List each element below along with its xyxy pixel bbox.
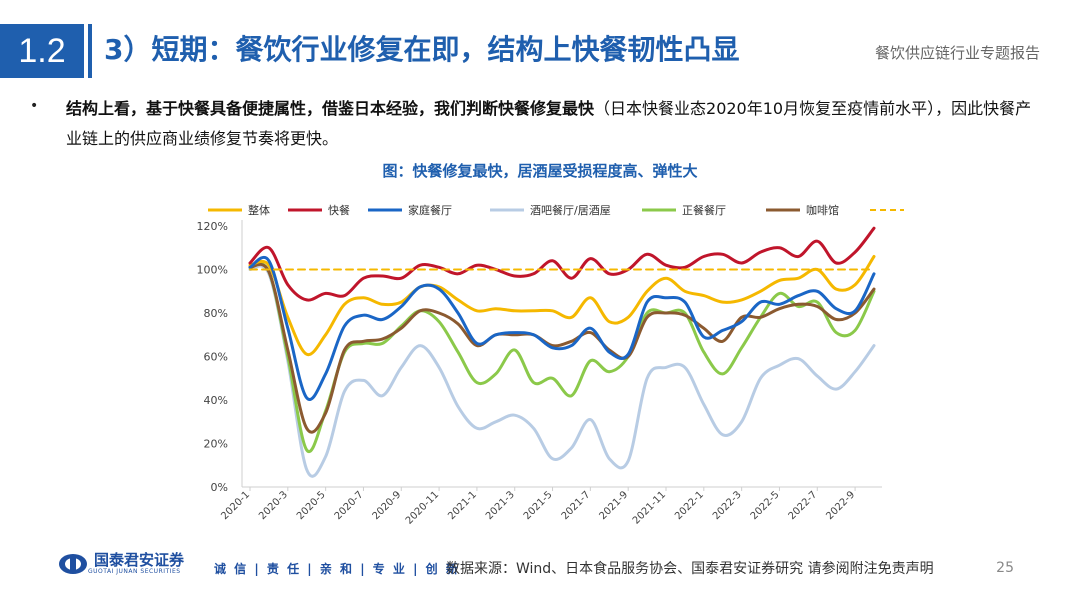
x-tick-label: 2021-3 [484, 489, 517, 522]
y-tick-label: 120% [197, 220, 228, 233]
y-tick-label: 20% [204, 438, 228, 451]
x-tick-label: 2020-11 [404, 489, 441, 526]
logo-en: GUOTAI JUNAN SECURITIES [88, 568, 181, 575]
section-number-badge: 1.2 [0, 24, 84, 78]
logo-icon [58, 553, 88, 575]
legend-label: 酒吧餐厅/居酒屋 [530, 203, 611, 217]
y-tick-label: 40% [204, 394, 228, 407]
legend-label: 正餐餐厅 [682, 203, 726, 217]
series-line-0 [248, 255, 876, 357]
legend-label: 家庭餐厅 [408, 203, 452, 217]
page-title: 3）短期：餐饮行业修复在即，结构上快餐韧性凸显 [104, 33, 740, 66]
x-tick-label: 2021-1 [446, 489, 479, 522]
series-line-2 [248, 255, 876, 401]
logo-cn: 国泰君安证券 [94, 551, 185, 569]
x-tick-label: 2020-1 [219, 489, 252, 522]
legend-label: 快餐 [328, 203, 350, 217]
line-chart: 0% 20% 40% 60% 80% 100% 120% 2020-1 2020-3 2020-5… [197, 203, 904, 527]
x-tick-label: 2021-9 [597, 489, 630, 522]
x-tick-label: 2022-9 [824, 489, 857, 522]
series-line-1 [248, 226, 876, 302]
x-tick-label: 2022-3 [711, 489, 744, 522]
data-source: 数据来源：Wind、日本食品服务协会、国泰君安证券研究 请参阅附注免责声明 [446, 561, 934, 577]
series-line-3 [248, 264, 876, 478]
report-name: 餐饮供应链行业专题报告 [874, 44, 1040, 62]
bullet-text: 结构上看，基于快餐具备便捷属性，借鉴日本经验，我们判断快餐修复最快（日本快餐业态… [66, 94, 1046, 154]
page-number: 25 [996, 560, 1014, 576]
x-tick-label: 2020-7 [333, 489, 366, 522]
x-tick-label: 2020-9 [371, 489, 404, 522]
y-tick-label: 60% [204, 351, 228, 364]
y-tick-label: 100% [197, 264, 228, 277]
bullet-marker: • [30, 98, 39, 114]
legend-label: 整体 [248, 203, 270, 217]
legend-label: 咖啡馆 [806, 203, 839, 217]
company-logo: 国泰君安证券 GUOTAI JUNAN SECURITIES [58, 552, 184, 575]
y-tick-label: 0% [211, 481, 228, 494]
bullet-normal-text: （日本快餐业态2020年10月恢复至疫情前水平），因此快餐产业链上的供应商业绩修… [66, 99, 1032, 148]
x-tick-label: 2021-5 [522, 489, 555, 522]
series-line-4 [248, 262, 876, 454]
x-tick-label: 2022-7 [787, 489, 820, 522]
x-tick-label: 2021-11 [631, 489, 668, 526]
y-tick-label: 80% [204, 307, 228, 320]
bullet-bold-text: 结构上看，基于快餐具备便捷属性，借鉴日本经验，我们判断快餐修复最快 [66, 99, 595, 118]
x-tick-label: 2022-5 [749, 489, 782, 522]
x-tick-label: 2020-5 [295, 489, 328, 522]
x-tick-label: 2020-3 [257, 489, 290, 522]
x-tick-label: 2021-7 [560, 489, 593, 522]
series-line-5 [248, 262, 876, 434]
figure-title: 图：快餐修复最快，居酒屋受损程度高、弹性大 [382, 162, 698, 180]
header-divider [88, 24, 92, 78]
x-tick-label: 2022-1 [673, 489, 706, 522]
footer-motto: 诚 信 | 责 任 | 亲 和 | 专 业 | 创 新 [214, 562, 460, 576]
